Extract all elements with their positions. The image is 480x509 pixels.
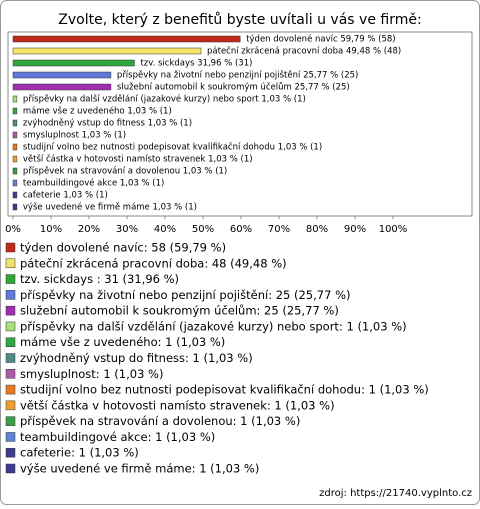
legend-swatch xyxy=(5,305,16,316)
bar xyxy=(12,191,18,199)
legend-label: teambuildingové akce: 1 (1,03 %) xyxy=(20,430,215,444)
bar-label: týden dovolené navíc 59,79 % (58) xyxy=(246,34,395,45)
bar-label: služební automobil k soukromým účelům 25… xyxy=(117,82,350,93)
legend-swatch xyxy=(5,369,16,379)
bar-label: výše uvedené ve firmě máme 1,03 % (1) xyxy=(23,202,197,213)
bar xyxy=(12,119,18,127)
legend-label: služební automobil k soukromým účelům: 2… xyxy=(20,304,339,318)
bar-label: smysluplnost 1,03 % (1) xyxy=(23,131,126,141)
legend-label: cafeterie: 1 (1,03 %) xyxy=(20,446,139,460)
legend-swatch xyxy=(5,242,16,253)
bar-label: cafeterie 1,03 % (1) xyxy=(23,191,108,201)
x-tick-label: 20% xyxy=(78,224,100,235)
bar xyxy=(12,155,18,163)
legend-label: zvýhodněný vstup do fitness: 1 (1,03 %) xyxy=(20,351,253,365)
legend-swatch xyxy=(5,416,16,426)
bar xyxy=(12,95,18,103)
x-tick-label: 100% xyxy=(379,224,408,235)
legend-swatch xyxy=(5,447,16,458)
legend-swatch xyxy=(5,384,16,395)
bar-label: teambuildingové akce 1,03 % (1) xyxy=(23,178,164,189)
legend-label: větší částka v hotovosti namísto straven… xyxy=(20,398,335,412)
bar-label: větší částka v hotovosti namísto straven… xyxy=(23,154,253,165)
bar xyxy=(12,107,18,115)
legend-label: tzv. sickdays : 31 (31,96 %) xyxy=(20,272,179,286)
source: zdroj: https://21740.vyplnto.cz xyxy=(319,488,472,499)
x-tick-label: 0% xyxy=(5,224,21,235)
chart-title: Zvolte, který z benefitů byste uvítali u… xyxy=(58,12,421,28)
x-tick-label: 80% xyxy=(306,224,328,235)
legend-swatch xyxy=(5,321,16,332)
x-tick-label: 90% xyxy=(344,224,366,235)
legend-label: studijní volno bez nutnosti podepisovat … xyxy=(20,383,429,397)
bar-label: zvýhodněný vstup do fitness 1,03 % (1) xyxy=(23,119,192,129)
legend-label: příspěvek na stravování a dovolenou: 1 (… xyxy=(20,414,300,428)
bar xyxy=(12,83,112,91)
legend-label: příspěvky na další vzdělání (jazakové ku… xyxy=(20,319,407,333)
legend-swatch xyxy=(5,337,16,347)
bar-label: máme vše z uvedeného 1,03 % (1) xyxy=(23,106,172,117)
x-tick-label: 50% xyxy=(192,224,214,235)
legend-label: smysluplnost: 1 (1,03 %) xyxy=(20,367,163,381)
bar xyxy=(12,203,18,211)
legend-label: páteční zkrácená pracovní doba: 48 (49,4… xyxy=(20,256,287,270)
legend-label: příspěvky na životní nebo penzijní pojiš… xyxy=(20,288,351,302)
legend-swatch xyxy=(5,353,16,363)
x-tick-label: 70% xyxy=(268,224,290,235)
x-tick-label: 60% xyxy=(230,224,252,235)
x-tick-label: 10% xyxy=(40,224,62,235)
legend-swatch xyxy=(5,290,16,300)
legend-label: máme vše z uvedeného: 1 (1,03 %) xyxy=(20,335,225,349)
bar-label: příspěvek na stravování a dovolenou 1,03… xyxy=(23,167,227,177)
bar-label: studijní volno bez nutnosti podepisovat … xyxy=(23,142,322,153)
bar xyxy=(12,59,135,67)
bar xyxy=(12,167,18,175)
x-tick-label: 30% xyxy=(116,224,138,235)
legend-swatch xyxy=(5,258,16,269)
legend-label: výše uvedené ve firmě máme: 1 (1,03 %) xyxy=(20,462,259,476)
bar-label: příspěvky na další vzdělání (jazakové ku… xyxy=(23,94,306,105)
legend-label: týden dovolené navíc: 58 (59,79 %) xyxy=(20,241,226,255)
bar-label: příspěvky na životní nebo penzijní pojiš… xyxy=(117,70,358,81)
legend-swatch xyxy=(5,432,16,442)
bar xyxy=(12,71,112,79)
bar-label: tzv. sickdays 31,96 % (31) xyxy=(140,59,252,69)
x-tick-label: 40% xyxy=(154,224,176,235)
legend-swatch xyxy=(5,463,16,474)
bar xyxy=(12,47,202,55)
bar xyxy=(12,131,18,139)
bar-label: páteční zkrácená pracovní doba 49,48 % (… xyxy=(207,46,401,57)
bar xyxy=(12,143,18,151)
bar xyxy=(12,179,18,187)
bar xyxy=(12,35,241,43)
legend-swatch xyxy=(5,400,16,411)
legend-swatch xyxy=(5,274,16,284)
